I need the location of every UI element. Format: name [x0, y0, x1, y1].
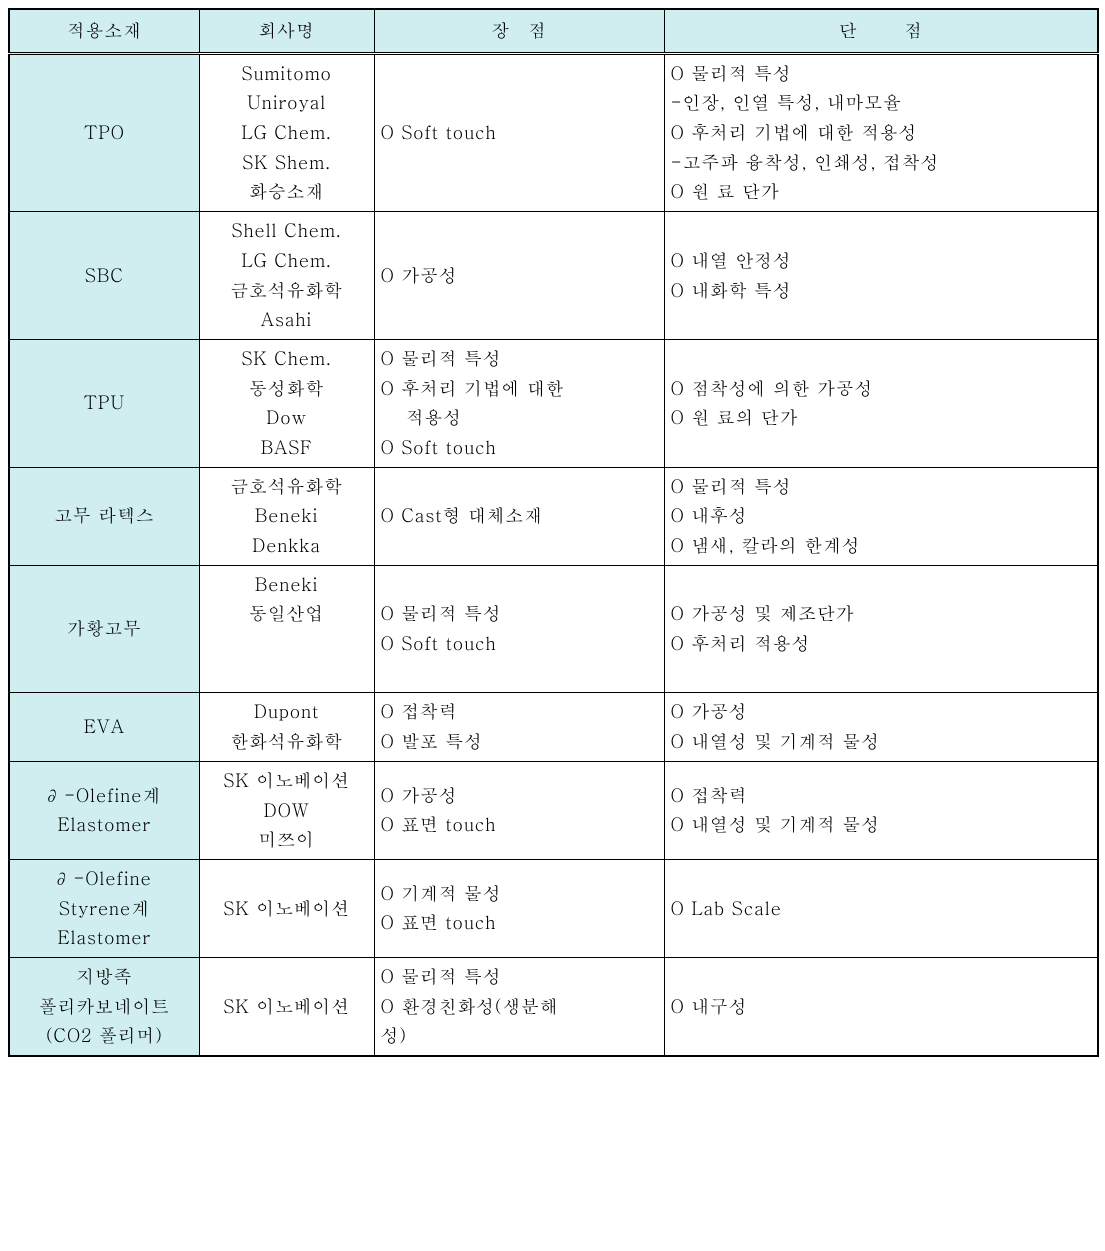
- cons-cell: O 물리적 특성-인장, 인열 특성, 내마모율O 후처리 기법에 대한 적용성…: [664, 53, 1098, 211]
- pros-cell: O 물리적 특성O Soft touch: [374, 565, 664, 693]
- col-header-company: 회사명: [199, 9, 374, 53]
- company-cell: SumitomoUniroyalLG Chem.SK Shem.화승소재: [199, 53, 374, 211]
- material-cell: 가황고무: [9, 565, 199, 693]
- company-cell: SK 이노베이션: [199, 957, 374, 1056]
- company-cell: SK 이노베이션: [199, 859, 374, 957]
- company-cell: SK 이노베이션DOW미쯔이: [199, 761, 374, 859]
- material-cell: 고무 라텍스: [9, 467, 199, 565]
- cons-cell: O 내구성: [664, 957, 1098, 1056]
- cons-cell: O 내열 안정성O 내화학 특성: [664, 212, 1098, 340]
- material-cell: TPU: [9, 339, 199, 467]
- pros-cell: O 접착력O 발포 특성: [374, 693, 664, 761]
- table-row: 지방족폴리카보네이트(CO2 폴리머)SK 이노베이션O 물리적 특성O 환경친…: [9, 957, 1098, 1056]
- cons-cell: O 접착력O 내열성 및 기계적 물성: [664, 761, 1098, 859]
- table-row: TPOSumitomoUniroyalLG Chem.SK Shem.화승소재O…: [9, 53, 1098, 211]
- pros-cell: O 기계적 물성O 표면 touch: [374, 859, 664, 957]
- table-row: EVADupont한화석유화학O 접착력O 발포 특성O 가공성O 내열성 및 …: [9, 693, 1098, 761]
- pros-cell: O 물리적 특성O 환경친화성(생분해성): [374, 957, 664, 1056]
- col-header-pros: 장 점: [374, 9, 664, 53]
- materials-table: 적용소재 회사명 장 점 단 점 TPOSumitomoUniroyalLG C…: [8, 8, 1099, 1057]
- col-header-cons-a: 단: [839, 16, 858, 46]
- table-row: TPUSK Chem.동성화학DowBASFO 물리적 특성O 후처리 기법에 …: [9, 339, 1098, 467]
- pros-cell: O 가공성O 표면 touch: [374, 761, 664, 859]
- table-row: 가황고무Beneki동일산업 O 물리적 특성O Soft touchO 가공성…: [9, 565, 1098, 693]
- col-header-cons: 단 점: [664, 9, 1098, 53]
- col-header-pros-b: 점: [528, 16, 547, 46]
- header-row: 적용소재 회사명 장 점 단 점: [9, 9, 1098, 53]
- company-cell: Beneki동일산업: [199, 565, 374, 693]
- table-body: TPOSumitomoUniroyalLG Chem.SK Shem.화승소재O…: [9, 53, 1098, 1056]
- cons-cell: O 물리적 특성O 내후성O 냄새, 칼라의 한계성: [664, 467, 1098, 565]
- table-row: SBCShell Chem.LG Chem.금호석유화학AsahiO 가공성O …: [9, 212, 1098, 340]
- company-cell: SK Chem.동성화학DowBASF: [199, 339, 374, 467]
- material-cell: EVA: [9, 693, 199, 761]
- pros-cell: O Cast형 대체소재: [374, 467, 664, 565]
- pros-cell: O 가공성: [374, 212, 664, 340]
- cons-cell: O 가공성O 내열성 및 기계적 물성: [664, 693, 1098, 761]
- company-cell: 금호석유화학BenekiDenkka: [199, 467, 374, 565]
- cons-cell: O 점착성에 의한 가공성O 원 료의 단가: [664, 339, 1098, 467]
- material-cell: ∂ -Olefine계Elastomer: [9, 761, 199, 859]
- material-cell: SBC: [9, 212, 199, 340]
- table-row: ∂ -Olefine계ElastomerSK 이노베이션DOW미쯔이O 가공성O…: [9, 761, 1098, 859]
- table-row: ∂ -OlefineStyrene계ElastomerSK 이노베이션O 기계적…: [9, 859, 1098, 957]
- cons-cell: O Lab Scale: [664, 859, 1098, 957]
- col-header-pros-a: 장: [491, 16, 510, 46]
- cons-cell: O 가공성 및 제조단가O 후처리 적용성: [664, 565, 1098, 693]
- col-header-cons-b: 점: [904, 16, 923, 46]
- col-header-material: 적용소재: [9, 9, 199, 53]
- material-cell: ∂ -OlefineStyrene계Elastomer: [9, 859, 199, 957]
- company-cell: Shell Chem.LG Chem.금호석유화학Asahi: [199, 212, 374, 340]
- pros-cell: O Soft touch: [374, 53, 664, 211]
- material-cell: TPO: [9, 53, 199, 211]
- material-cell: 지방족폴리카보네이트(CO2 폴리머): [9, 957, 199, 1056]
- pros-cell: O 물리적 특성O 후처리 기법에 대한적용성O Soft touch: [374, 339, 664, 467]
- company-cell: Dupont한화석유화학: [199, 693, 374, 761]
- table-row: 고무 라텍스금호석유화학BenekiDenkkaO Cast형 대체소재O 물리…: [9, 467, 1098, 565]
